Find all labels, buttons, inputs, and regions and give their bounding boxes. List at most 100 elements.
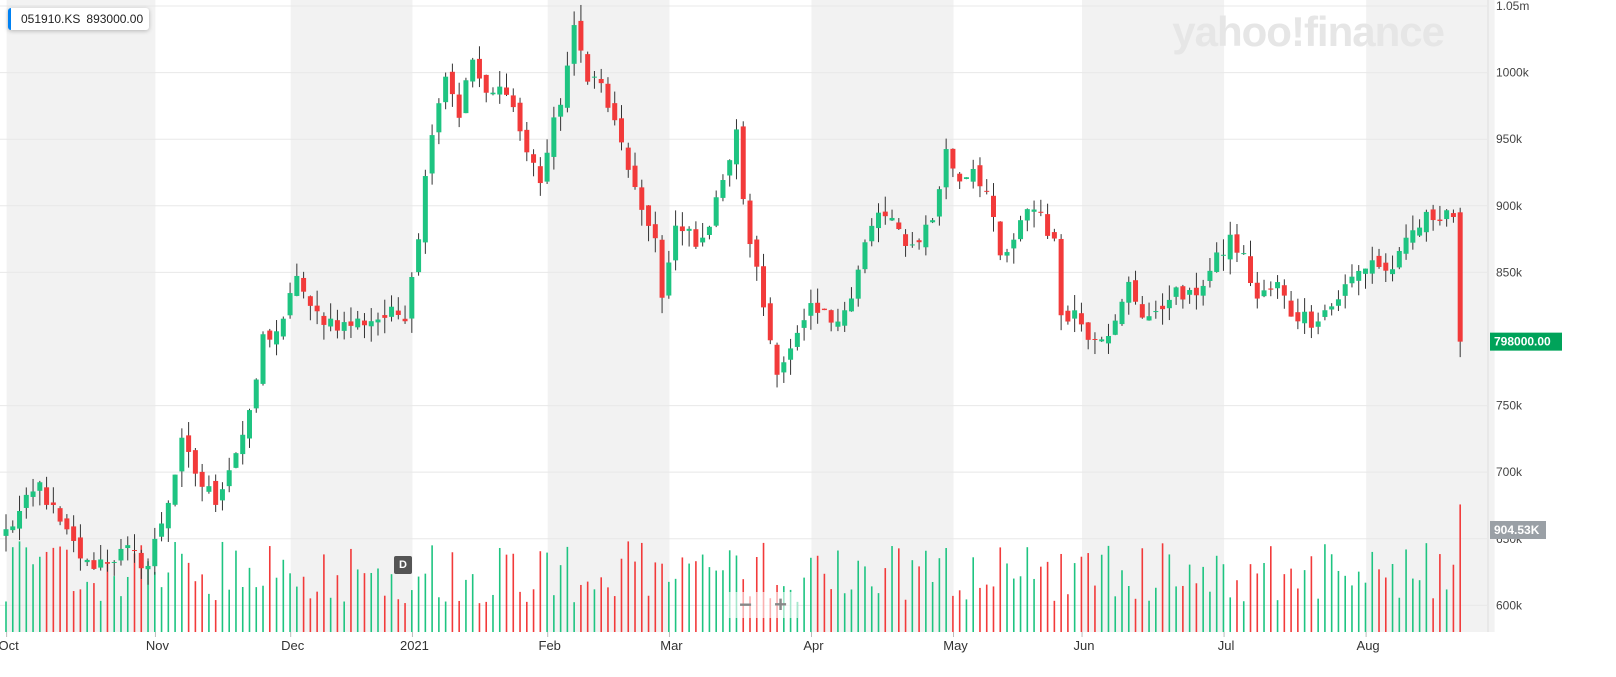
candle-body <box>1349 276 1355 284</box>
volume-bar <box>154 571 156 632</box>
candle-body <box>848 298 854 312</box>
volume-bar <box>1053 600 1056 632</box>
volume-bar <box>1405 549 1407 632</box>
zoom-in-button[interactable]: + <box>774 592 787 617</box>
candle-body <box>260 334 266 384</box>
volume-bar <box>634 561 636 632</box>
x-tick-label: May <box>943 638 968 653</box>
candle-body <box>862 242 868 270</box>
candle-body <box>98 559 104 568</box>
candle-body <box>618 118 624 143</box>
volume-bar <box>1330 554 1333 632</box>
candle-body <box>1315 321 1321 327</box>
volume-bar <box>485 601 488 632</box>
x-tick-label: Feb <box>539 638 561 653</box>
candle-body <box>659 239 665 298</box>
volume-bar <box>722 570 724 632</box>
zoom-out-button[interactable]: − <box>739 592 752 617</box>
volume-bar <box>1087 553 1089 632</box>
candle-body <box>213 480 219 505</box>
candle-body <box>409 277 415 319</box>
volume-bar <box>1276 600 1279 632</box>
candle-body <box>71 526 77 541</box>
x-axis: Oct Nov Dec 2021 Feb Mar Apr May Jun Jul Aug <box>0 632 1380 653</box>
volume-bar <box>66 549 68 632</box>
volume-bar <box>1209 591 1211 632</box>
candle-body <box>287 293 293 316</box>
volume-bar <box>1094 585 1096 632</box>
candle-body <box>233 453 239 468</box>
candle-body <box>1437 219 1443 221</box>
volume-bar <box>147 561 149 632</box>
volume-bar <box>498 547 501 632</box>
volume-bar <box>1222 564 1225 632</box>
candle-body <box>794 332 800 347</box>
candle-body <box>801 320 807 328</box>
volume-bar <box>1100 554 1103 632</box>
volume-bar <box>1432 598 1434 632</box>
candle-body <box>1322 310 1328 317</box>
candle-body <box>909 244 915 246</box>
volume-bar <box>113 576 116 632</box>
candle-body <box>368 321 374 327</box>
candle-body <box>882 211 888 217</box>
volume-bar <box>1412 578 1414 632</box>
volume-bar <box>1357 571 1360 632</box>
candle-body <box>591 76 597 78</box>
volume-bar <box>1006 563 1008 632</box>
candle-body <box>598 78 604 84</box>
candle-body <box>1423 211 1429 233</box>
volume-bar <box>424 573 427 632</box>
candle-body <box>1038 211 1044 213</box>
month-band <box>1366 0 1495 632</box>
symbol-legend[interactable]: 051910.KS 893000.00 <box>8 8 150 30</box>
volume-bar <box>370 572 373 632</box>
volume-bar <box>126 576 129 632</box>
volume-bar <box>1033 578 1035 632</box>
candle-body <box>389 306 395 317</box>
volume-bar <box>620 558 623 632</box>
candle-body <box>111 561 117 563</box>
candle-body <box>30 491 36 497</box>
candle-body <box>1133 280 1139 302</box>
volume-bar <box>519 591 521 632</box>
candle-body <box>382 315 388 318</box>
volume-bar <box>397 599 400 632</box>
x-tick-label: Nov <box>146 638 170 653</box>
candle-body <box>1112 320 1118 335</box>
candle-body <box>564 65 570 108</box>
candle-body <box>267 330 273 340</box>
volume-bar <box>810 557 812 632</box>
candle-body <box>835 321 841 327</box>
volume-bar <box>999 547 1002 632</box>
candle-body <box>240 434 246 455</box>
candle-body <box>294 275 300 296</box>
candle-body <box>375 319 381 323</box>
candle-body <box>1281 285 1287 296</box>
volume-bar <box>350 548 352 632</box>
candle-body <box>740 126 746 200</box>
volume-bar <box>1155 587 1157 632</box>
month-band <box>6 0 156 632</box>
y-tick-label: 1000k <box>1496 66 1530 80</box>
volume-bar <box>925 550 927 632</box>
volume-bar <box>208 593 210 632</box>
volume-bar <box>1148 600 1150 632</box>
volume-bar <box>1215 555 1218 632</box>
volume-bar <box>79 589 82 632</box>
volume-bar <box>268 546 271 632</box>
x-tick-label: Jun <box>1074 638 1095 653</box>
volume-tag-label: 904.53K <box>1494 523 1540 537</box>
candle-body <box>443 76 449 103</box>
volume-bar <box>762 542 765 632</box>
candle-body <box>1024 209 1030 221</box>
volume-bar <box>728 550 731 632</box>
candle-body <box>700 237 706 243</box>
volume-bar <box>559 565 562 632</box>
candle-body <box>1295 312 1301 322</box>
volume-bar <box>965 599 968 632</box>
volume-bar <box>931 581 934 632</box>
volume-bar <box>478 603 481 632</box>
interval-badge[interactable]: D <box>394 556 412 574</box>
